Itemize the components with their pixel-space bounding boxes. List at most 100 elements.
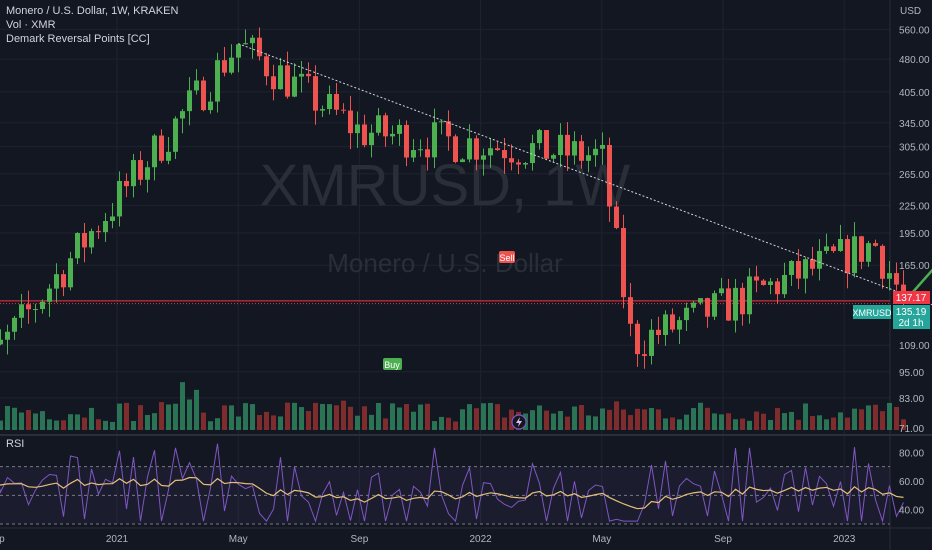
candle-body	[880, 245, 885, 279]
candle-body	[82, 233, 87, 248]
candle-body	[719, 288, 724, 294]
volume-bar	[306, 411, 311, 430]
price-tick-label: 83.00	[899, 394, 924, 405]
candle-body	[509, 158, 514, 163]
candle-body	[551, 155, 556, 159]
volume-bar	[257, 415, 262, 430]
candle-body	[789, 260, 794, 275]
candle-body	[901, 284, 906, 294]
candle-body	[173, 118, 178, 152]
time-tick-label: May	[229, 534, 248, 545]
volume-bar	[614, 401, 619, 430]
volume-bar	[236, 416, 241, 430]
candle-body	[481, 155, 486, 160]
volume-bar	[796, 419, 801, 430]
price-tick-label: 305.00	[899, 143, 930, 154]
volume-bar	[159, 402, 164, 430]
candle-body	[495, 148, 500, 151]
price-tick-label: 195.00	[899, 229, 930, 240]
volume-bar	[670, 417, 675, 430]
volume-bar	[789, 411, 794, 430]
candle-body	[712, 293, 717, 317]
candle-body	[187, 90, 192, 112]
volume-bar	[600, 408, 605, 430]
price-tick-label: 345.00	[899, 119, 930, 130]
candle-body	[327, 93, 332, 110]
candle-body	[887, 273, 892, 279]
candle-body	[390, 133, 395, 137]
volume-bar	[299, 407, 304, 430]
candle-body	[894, 273, 899, 285]
buy-signal-bg	[383, 358, 402, 370]
volume-bar	[810, 415, 815, 430]
candle-body	[796, 260, 801, 279]
volume-bar	[544, 410, 549, 430]
candle-body	[754, 276, 759, 281]
candle-body	[635, 323, 640, 355]
demark-indicator-label[interactable]: Demark Reversal Points [CC]	[6, 33, 150, 45]
candlestick-series	[0, 27, 906, 369]
symbol-title[interactable]: Monero / U.S. Dollar, 1W, KRAKEN	[6, 5, 178, 17]
candle-body	[362, 124, 367, 146]
candle-body	[124, 180, 129, 187]
current-price-tag: 137.17	[893, 291, 930, 304]
candle-body	[516, 162, 521, 165]
countdown-label: 2d 1h	[898, 318, 923, 329]
candle-body	[0, 339, 3, 345]
volume-bar	[201, 412, 206, 430]
volume-bar	[439, 416, 444, 430]
volume-bar	[376, 402, 381, 430]
price-axis[interactable]: 560.00 480.00 405.00 345.00 305.00 265.00 225.…	[899, 25, 930, 435]
candle-body	[166, 151, 171, 161]
volume-bar	[852, 408, 857, 430]
sell-signal-label: Sell	[499, 253, 514, 263]
candle-body	[418, 149, 423, 151]
candle-body	[838, 239, 843, 251]
volume-bar	[719, 414, 724, 430]
candle-body	[292, 76, 297, 97]
candle-body	[831, 246, 836, 251]
volume-bar	[621, 409, 626, 430]
symbol-price-tag: XMRUSD 135.19 2d 1h	[852, 305, 930, 329]
time-tick-label: Sep	[714, 534, 732, 545]
rsi-tick-label: 80.00	[899, 448, 924, 459]
candle-body	[453, 136, 458, 163]
candle-body	[859, 236, 864, 262]
time-axis[interactable]: Sep2021MaySep2022MaySep2023MaySep2024May…	[0, 534, 932, 545]
volume-bar	[481, 403, 486, 430]
candle-body	[824, 246, 829, 251]
volume-bar	[607, 409, 612, 430]
candle-body	[873, 243, 878, 246]
volume-bar	[803, 403, 808, 430]
rsi-axis[interactable]: 80.00 60.00 40.00	[899, 448, 924, 516]
rsi-label[interactable]: RSI	[6, 438, 24, 450]
candle-body	[341, 109, 346, 111]
volume-bar	[75, 414, 80, 430]
volume-bar	[859, 409, 864, 430]
lightning-icon[interactable]	[511, 414, 527, 430]
candle-body	[628, 297, 633, 324]
volume-bar	[341, 400, 346, 430]
candle-body	[810, 259, 815, 269]
candle-body	[369, 132, 374, 146]
candle-body	[845, 239, 850, 274]
price-tick-label: 165.00	[899, 261, 930, 272]
candle-body	[565, 134, 570, 156]
volume-bar	[320, 403, 325, 430]
candle-body	[439, 121, 444, 123]
volume-bars	[0, 382, 906, 430]
volume-indicator-label[interactable]: Vol · XMR	[6, 19, 56, 31]
volume-bar	[768, 419, 773, 430]
candle-body	[747, 276, 752, 315]
price-tick-label: 480.00	[899, 55, 930, 66]
candle-body	[40, 301, 45, 310]
candle-body	[572, 141, 577, 156]
volume-bar	[754, 411, 759, 430]
candle-body	[670, 314, 675, 330]
volume-bar	[565, 416, 570, 430]
candle-body	[579, 141, 584, 161]
candle-body	[19, 304, 24, 318]
volume-bar	[173, 403, 178, 430]
candle-body	[229, 57, 234, 73]
